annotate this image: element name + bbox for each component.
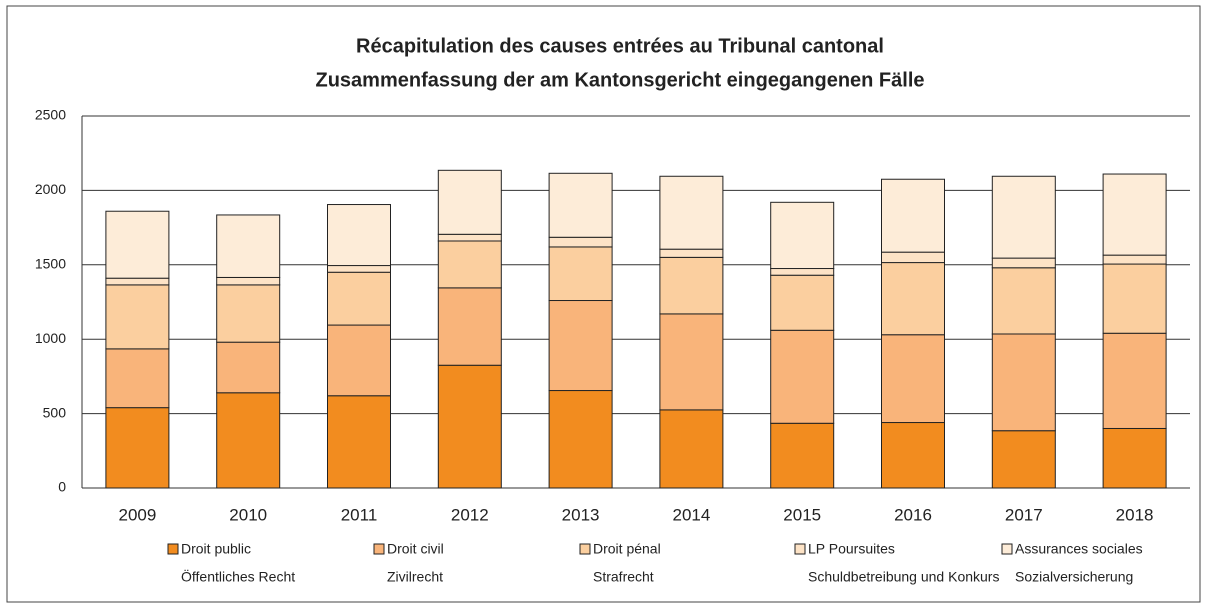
bar-segment xyxy=(548,236,613,248)
y-tick-label: 1000 xyxy=(35,330,66,346)
bar-segment xyxy=(1102,332,1167,429)
bar-segment xyxy=(327,395,391,489)
bar-segment xyxy=(216,284,281,343)
bar-segment xyxy=(991,430,1056,489)
legend-label: LP Poursuites xyxy=(808,541,895,557)
chart-subtitle: Zusammenfassung der am Kantonsgericht ei… xyxy=(315,69,924,91)
bar-segment xyxy=(881,262,945,336)
bar-segment xyxy=(105,407,170,489)
x-tick-label: 2009 xyxy=(118,505,156,524)
legend-label: Sozialversicherung xyxy=(1015,569,1133,585)
bar-segment xyxy=(1102,254,1167,265)
chart-title: Récapitulation des causes entrées au Tri… xyxy=(356,35,884,57)
bar-segment xyxy=(1102,427,1167,489)
bar-segment xyxy=(659,409,724,489)
bar-segment xyxy=(437,169,502,235)
legend-label: Öffentliches Recht xyxy=(181,568,295,585)
y-tick-label: 2000 xyxy=(35,181,66,197)
bar-segment xyxy=(105,210,170,279)
x-tick-label: 2016 xyxy=(894,505,932,524)
legend-label: Strafrecht xyxy=(593,569,654,585)
x-tick-label: 2010 xyxy=(229,505,267,524)
bar-segment xyxy=(991,175,1056,259)
x-tick-label: 2015 xyxy=(783,505,821,524)
legend-label: Zivilrecht xyxy=(387,569,443,585)
bar-segment xyxy=(216,392,281,489)
bar-segment xyxy=(548,300,613,392)
bar-segment xyxy=(770,329,835,424)
bar-segment xyxy=(548,246,613,302)
bar-segment xyxy=(1102,173,1167,256)
legend-label: Droit public xyxy=(181,541,251,557)
y-tick-label: 0 xyxy=(58,479,66,495)
y-tick-label: 500 xyxy=(43,404,67,420)
bar-segment xyxy=(881,334,945,424)
bar-segment xyxy=(770,274,835,331)
bar-segment xyxy=(548,390,613,489)
bar-segment xyxy=(437,233,502,242)
legend-label: Droit civil xyxy=(387,541,444,557)
legend-swatch xyxy=(1001,543,1013,555)
bar-segment xyxy=(327,204,391,267)
bar-segment xyxy=(327,265,391,273)
legend-label: Schuldbetreibung und Konkurs xyxy=(808,569,999,585)
bar-segment xyxy=(881,251,945,264)
legend-swatch xyxy=(794,543,806,555)
bar-segment xyxy=(881,422,945,489)
bar-segment xyxy=(770,422,835,489)
bar-segment xyxy=(216,341,281,394)
x-tick-label: 2017 xyxy=(1005,505,1043,524)
bar-segment xyxy=(548,172,613,238)
bar-segment xyxy=(991,267,1056,335)
bar-segment xyxy=(659,256,724,315)
bar-segment xyxy=(991,333,1056,432)
bar-segment xyxy=(437,364,502,489)
bar-segment xyxy=(770,268,835,276)
x-tick-label: 2014 xyxy=(672,505,710,524)
legend-swatch xyxy=(167,543,179,555)
frame xyxy=(6,5,1201,603)
bar-segment xyxy=(881,178,945,253)
legend-swatch xyxy=(579,543,591,555)
bar-segment xyxy=(659,175,724,250)
bar-segment xyxy=(105,284,170,350)
bar-segment xyxy=(327,271,391,326)
y-tick-label: 1500 xyxy=(35,256,66,272)
bar-segment xyxy=(216,214,281,278)
x-tick-label: 2011 xyxy=(341,505,378,524)
bar-segment xyxy=(437,287,502,366)
x-tick-label: 2018 xyxy=(1116,505,1154,524)
bar-segment xyxy=(770,201,835,270)
y-tick-label: 2500 xyxy=(35,107,66,123)
bar-segment xyxy=(437,240,502,289)
bar-segment xyxy=(105,277,170,286)
bar-segment xyxy=(327,324,391,397)
bar-segment xyxy=(659,313,724,411)
bar-segment xyxy=(1102,263,1167,334)
bar-segment xyxy=(659,248,724,258)
bar-segment xyxy=(991,257,1056,269)
legend-label: Assurances sociales xyxy=(1015,541,1143,557)
bar-segment xyxy=(105,348,170,409)
legend-swatch xyxy=(373,543,385,555)
x-tick-label: 2012 xyxy=(451,505,489,524)
x-tick-label: 2013 xyxy=(562,505,600,524)
legend-label: Droit pénal xyxy=(593,541,661,557)
bar-segment xyxy=(216,276,281,286)
